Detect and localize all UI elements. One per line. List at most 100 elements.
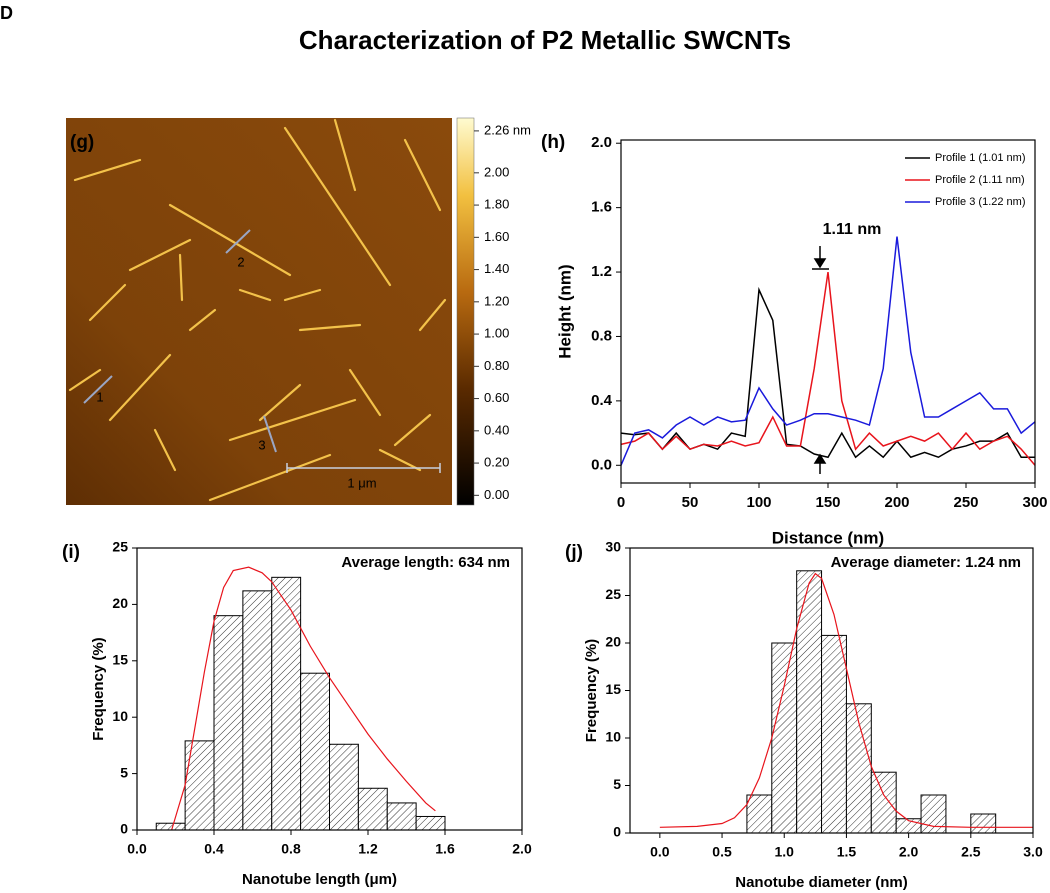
profile-line — [263, 415, 277, 453]
colorbar-tick-label: 0.40 — [484, 422, 509, 437]
histogram-bar — [184, 740, 215, 831]
panel-label: (g) — [70, 132, 94, 153]
colorbar-tick-label: 2.26 nm — [484, 122, 531, 137]
nanotube — [298, 323, 362, 332]
y-tick-label: 25 — [605, 586, 621, 602]
nanotube — [168, 203, 292, 277]
x-tick-label: 200 — [884, 494, 909, 511]
histogram-bar — [796, 570, 823, 834]
nanotube — [418, 298, 447, 332]
y-tick-label: 0.4 — [591, 392, 613, 409]
y-tick-label: 15 — [605, 681, 621, 697]
y-tick-label: 30 — [605, 539, 621, 555]
colorbar — [456, 117, 475, 506]
histogram-bar — [746, 794, 773, 834]
histogram-bar — [329, 743, 359, 831]
colorbar-tick-label: 0.00 — [484, 487, 509, 502]
profile-line — [83, 375, 113, 404]
nanotube — [378, 448, 422, 472]
x-tick-label: 150 — [815, 494, 840, 511]
plot-frame — [629, 547, 1034, 834]
y-tick-label: 15 — [112, 652, 128, 668]
x-tick-label: 2.5 — [961, 844, 981, 860]
x-tick-label: 300 — [1022, 494, 1047, 511]
x-tick-label: 100 — [746, 494, 771, 511]
x-axis-title: Nanotube diameter (nm) — [735, 874, 908, 891]
nanotube — [393, 413, 432, 447]
x-tick-label: 0.4 — [204, 841, 224, 857]
y-tick-label: 10 — [112, 708, 128, 724]
nanotube — [88, 283, 127, 322]
x-tick-label: 1.0 — [775, 844, 795, 860]
y-axis-title: Height (nm) — [555, 264, 574, 358]
histogram-bar — [213, 615, 244, 831]
y-tick-label: 1.2 — [591, 263, 612, 280]
histogram-bar — [415, 815, 446, 831]
colorbar-tick-label: 2.00 — [484, 164, 509, 179]
nanotube — [208, 453, 332, 502]
nanotube — [283, 288, 322, 302]
nanotube — [108, 353, 172, 422]
x-tick-label: 2.0 — [899, 844, 919, 860]
histogram-bar — [242, 590, 273, 831]
x-tick-label: 1.6 — [435, 841, 455, 857]
colorbar-tick-label: 0.80 — [484, 358, 509, 373]
x-tick-label: 0.0 — [650, 844, 670, 860]
profile-series — [620, 271, 1036, 466]
nanotube — [178, 253, 184, 302]
colorbar-tick-label: 1.20 — [484, 293, 509, 308]
figure-title: Characterization of P2 Metallic SWCNTs — [299, 25, 791, 55]
y-tick-label: 25 — [112, 539, 128, 555]
profile-label: 1 — [96, 389, 103, 404]
y-tick-label: 2.0 — [591, 134, 612, 151]
histogram-bar — [357, 787, 388, 831]
histogram-bar — [771, 642, 798, 834]
plot-frame — [620, 139, 1036, 484]
histogram-bar — [970, 813, 997, 834]
nanotube — [258, 383, 302, 422]
panel-label: (h) — [541, 132, 565, 153]
fit-curve — [171, 566, 436, 831]
profile-series — [620, 236, 1036, 466]
histogram-bar — [920, 794, 947, 834]
histogram-bar — [870, 771, 897, 834]
panel-label: (j) — [565, 542, 583, 563]
legend-label: Profile 3 (1.22 nm) — [935, 196, 1025, 208]
profile-series — [620, 286, 1035, 459]
annotation: 1.11 nm — [823, 221, 882, 238]
profile-label: 3 — [258, 437, 265, 452]
histogram-bar — [155, 822, 186, 831]
annotation: Average length: 634 nm — [341, 554, 510, 571]
panel-label: D — [0, 3, 13, 23]
x-tick-label: 3.0 — [1023, 844, 1043, 860]
y-axis-title: Frequency (%) — [583, 639, 600, 742]
nanotube — [348, 368, 382, 417]
colorbar-tick-label: 1.40 — [484, 261, 509, 276]
nanotube — [283, 126, 392, 287]
x-tick-label: 0.5 — [712, 844, 732, 860]
y-tick-label: 0 — [613, 824, 621, 840]
y-tick-label: 0.0 — [591, 456, 612, 473]
nanotube — [238, 288, 272, 302]
nanotube — [68, 368, 102, 392]
fit-curve — [659, 572, 1033, 828]
x-tick-label: 250 — [953, 494, 978, 511]
annotation: Average diameter: 1.24 nm — [831, 554, 1021, 571]
legend-label: Profile 2 (1.11 nm) — [935, 174, 1025, 186]
profile-line — [225, 229, 251, 254]
y-tick-label: 5 — [120, 764, 128, 780]
histogram-bar — [845, 703, 872, 834]
histogram-bar — [821, 634, 847, 834]
nanotube — [73, 158, 142, 182]
histogram-bar — [386, 802, 417, 831]
colorbar-tick-label: 1.60 — [484, 229, 509, 244]
profile-label: 2 — [237, 254, 244, 269]
peak-markers — [812, 246, 829, 474]
nanotube — [228, 398, 357, 442]
colorbar-tick-label: 1.80 — [484, 197, 509, 212]
colorbar-tick-label: 1.00 — [484, 326, 509, 341]
x-tick-label: 2.0 — [512, 841, 532, 857]
x-tick-label: 0.8 — [281, 841, 301, 857]
y-tick-label: 0.8 — [591, 327, 612, 344]
